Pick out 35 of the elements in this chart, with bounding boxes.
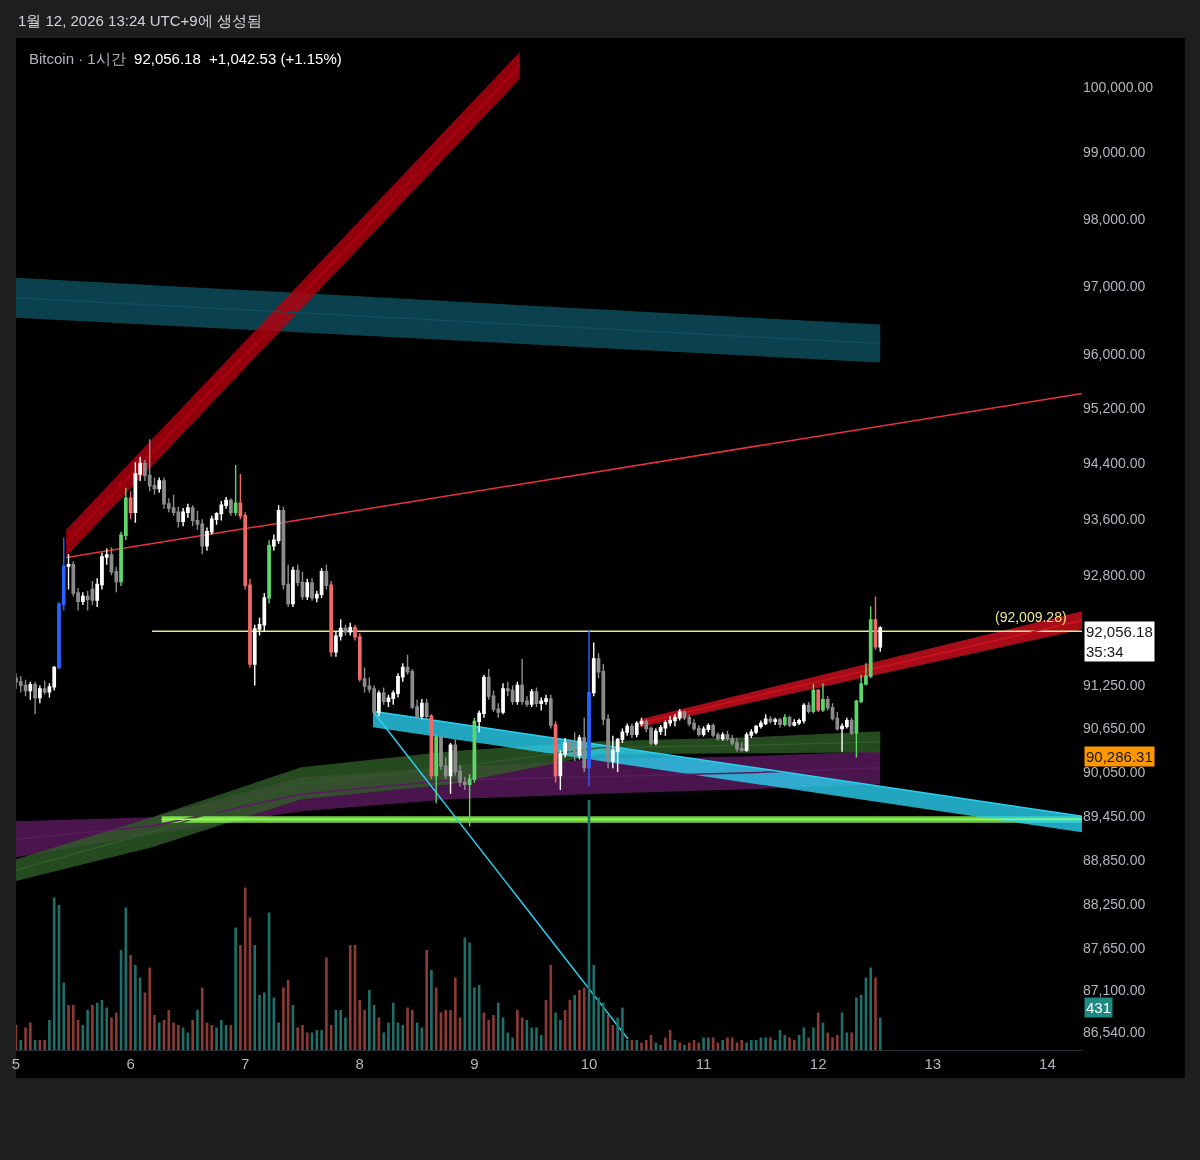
x-tick-label: 7: [241, 1055, 250, 1072]
x-tick-label: 5: [11, 1055, 21, 1072]
x-tick-label: 10: [580, 1055, 598, 1072]
text: Bitcoin · 1시간: [29, 50, 126, 67]
y-tick-label: 100,000.00: [1083, 78, 1154, 95]
text: 90,286.31: [1086, 748, 1153, 765]
y-tick-label: 87,650.00: [1083, 940, 1146, 957]
x-tick-label: 8: [355, 1055, 364, 1072]
y-tick-label: 90,050.00: [1083, 763, 1146, 780]
x-tick-label: 12: [809, 1055, 827, 1072]
y-tick-label: 88,850.00: [1083, 851, 1146, 868]
y-tick-label: 99,000.00: [1083, 144, 1146, 161]
y-tick-label: 98,000.00: [1083, 210, 1146, 227]
x-tick-label: 9: [470, 1055, 479, 1072]
x-tick-label: 14: [1039, 1055, 1056, 1072]
x-tick-label: 13: [924, 1055, 942, 1072]
y-tick-label: 92,800.00: [1083, 567, 1146, 584]
text: 92,056.18 35:34: [1086, 623, 1153, 660]
y-tick-label: 86,540.00: [1083, 1023, 1146, 1040]
y-tick-label: 88,250.00: [1083, 895, 1146, 912]
text: 1월 12, 2026 13:24 UTC+9에 생성됨: [18, 12, 262, 29]
y-tick-label: 93,600.00: [1083, 511, 1146, 528]
y-tick-label: 87,100.00: [1083, 981, 1146, 998]
y-tick-label: 95,200.00: [1083, 400, 1146, 417]
y-tick-label: 94,400.00: [1083, 455, 1146, 472]
annotation: (92,009.28): [995, 609, 1067, 625]
y-tick-label: 97,000.00: [1083, 277, 1146, 294]
y-tick-label: 90,650.00: [1083, 720, 1146, 737]
y-tick-label: 96,000.00: [1083, 345, 1146, 362]
x-tick-label: 6: [126, 1055, 135, 1072]
x-tick-label: 11: [695, 1055, 712, 1072]
text: 431: [1086, 999, 1112, 1016]
y-tick-label: 91,250.00: [1083, 677, 1146, 694]
y-tick-label: 89,450.00: [1083, 807, 1146, 824]
text: 92,056.18 +1,042.53 (+1.15%): [134, 50, 342, 67]
